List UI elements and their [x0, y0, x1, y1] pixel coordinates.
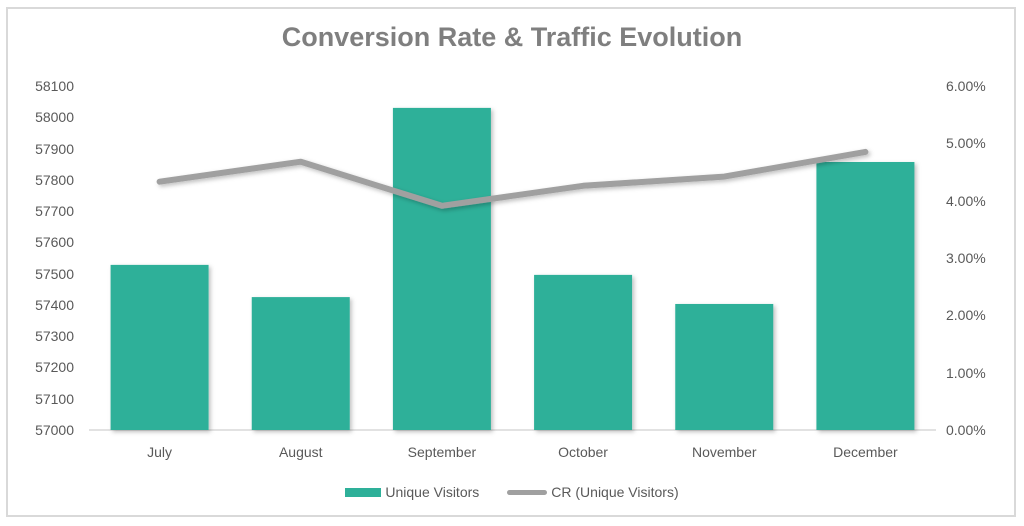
bar: [675, 303, 774, 430]
bar: [816, 161, 915, 430]
left-axis-tick: 57800: [35, 171, 74, 188]
bar: [110, 264, 209, 430]
bar: [251, 297, 350, 430]
x-axis-tick: August: [278, 444, 323, 460]
bar: [534, 274, 633, 430]
left-axis-tick: 57200: [35, 359, 74, 376]
x-axis-tick: September: [407, 444, 477, 460]
x-axis-tick: December: [833, 444, 898, 460]
right-axis-tick: 1.00%: [946, 364, 986, 381]
right-axis-tick: 6.00%: [946, 78, 986, 94]
legend-line-swatch-icon: [507, 489, 548, 495]
right-axis-tick: 4.00%: [946, 192, 986, 209]
bar: [392, 107, 491, 431]
x-axis-tick: November: [691, 444, 757, 460]
chart-title: Conversion Rate & Traffic Evolution: [281, 22, 743, 52]
legend-item-unique-visitors[interactable]: Unique Visitors: [345, 484, 479, 500]
left-axis-tick: 58100: [35, 78, 74, 94]
legend-label-unique-visitors: Unique Visitors: [385, 484, 480, 500]
legend-item-cr[interactable]: CR (Unique Visitors): [507, 484, 679, 500]
bar-series-unique-visitors: [110, 107, 915, 431]
right-axis-tick: 0.00%: [946, 422, 986, 438]
left-axis-tick: 57100: [35, 390, 74, 407]
left-axis-tick: 57600: [35, 234, 74, 251]
left-axis-tick: 57700: [35, 203, 74, 220]
x-axis-tick: July: [147, 444, 173, 460]
legend-label-cr: CR (Unique Visitors): [551, 484, 679, 500]
legend: Unique Visitors CR (Unique Visitors): [0, 484, 1024, 500]
x-axis-tick: October: [558, 444, 608, 460]
left-axis-tick: 57000: [35, 422, 74, 438]
left-axis-tick: 57400: [35, 296, 74, 313]
left-axis-tick: 57900: [35, 140, 74, 157]
left-axis-tick: 58000: [35, 109, 74, 126]
legend-bar-swatch-icon: [345, 487, 382, 497]
right-axis-tick: 2.00%: [946, 307, 986, 324]
right-axis-tick: 5.00%: [946, 135, 986, 152]
line-series-cr: [156, 148, 869, 209]
right-axis-tick: 3.00%: [946, 250, 986, 266]
left-axis-tick: 57500: [35, 265, 74, 282]
left-axis-tick: 57300: [35, 328, 74, 345]
